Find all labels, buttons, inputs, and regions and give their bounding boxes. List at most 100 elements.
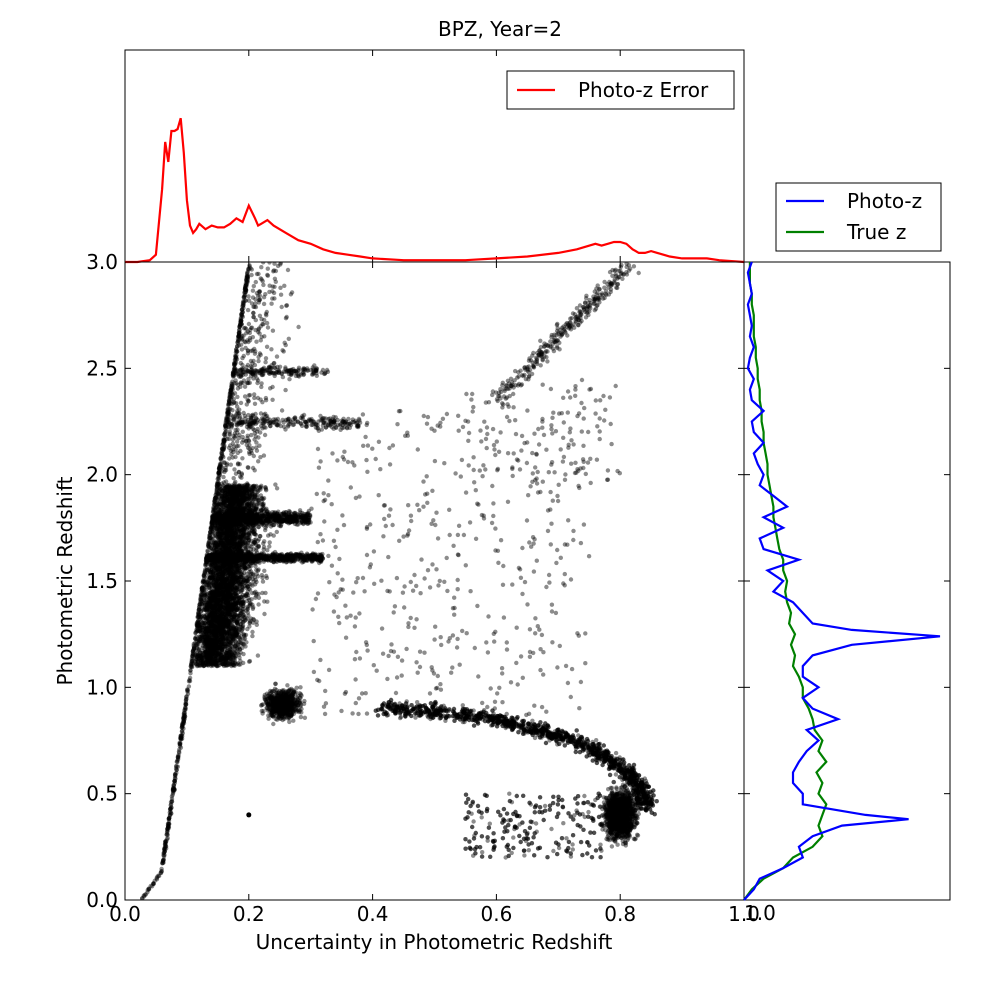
chart-title: BPZ, Year=2	[438, 17, 562, 41]
scatter-point	[168, 811, 174, 816]
scatter-point	[167, 821, 172, 826]
scatter-point	[168, 806, 173, 811]
scatter-point	[239, 505, 245, 511]
scatter-point	[212, 498, 217, 504]
scatter-point	[168, 803, 173, 808]
scatter-point	[233, 536, 238, 542]
scatter-point	[182, 715, 187, 720]
main-panel: 0.0 0.2 0.4 0.6 0.8 1.0 0.00.51.01.52.02.5 Un…	[53, 261, 760, 954]
scatter-point	[216, 470, 221, 475]
scatter-point	[180, 722, 185, 727]
scatter-point	[195, 622, 201, 627]
scatter-point	[166, 824, 171, 829]
scatter-point	[195, 615, 200, 620]
scatter-point	[240, 500, 245, 505]
scatter-point	[238, 319, 243, 324]
scatter-point	[231, 612, 237, 617]
scatter-point	[193, 630, 198, 635]
scatter-point	[236, 338, 241, 343]
scatter-point	[228, 587, 233, 593]
scatter-point	[245, 275, 250, 280]
scatter-point	[243, 547, 248, 553]
scatter-point	[195, 628, 200, 633]
scatter-point	[171, 782, 177, 788]
scatter-point	[253, 589, 258, 594]
scatter-point	[174, 767, 179, 773]
scatter-point	[197, 604, 202, 609]
scatter-point	[253, 484, 258, 489]
scatter-point	[229, 385, 235, 390]
scatter-point	[191, 648, 196, 653]
scatter-point	[238, 315, 244, 320]
scatter-point	[219, 454, 224, 459]
scatter-point	[197, 602, 202, 607]
scatter-point	[213, 502, 218, 508]
scatter-point	[229, 381, 234, 386]
scatter-point	[232, 361, 237, 367]
scatter-point	[197, 625, 202, 631]
scatter-point	[204, 587, 209, 593]
scatter-point	[164, 832, 170, 837]
scatter-point	[221, 498, 227, 504]
scatter-point	[213, 495, 219, 500]
scatter-point	[227, 600, 233, 606]
scatter-point	[246, 266, 251, 272]
scatter-point	[182, 711, 187, 716]
scatter-point	[205, 636, 210, 641]
scatter-point	[240, 641, 246, 646]
scatter-point	[245, 273, 250, 279]
scatter-points	[140, 262, 659, 900]
scatter-point	[190, 664, 195, 670]
scatter-point	[223, 429, 229, 434]
scatter-point	[166, 823, 171, 829]
scatter-point	[217, 469, 222, 474]
scatter-point	[175, 759, 180, 765]
scatter-point	[225, 417, 230, 422]
scatter-point	[181, 718, 186, 723]
scatter-point	[165, 828, 170, 833]
scatter-point	[189, 658, 195, 664]
scatter-point	[208, 596, 213, 602]
scatter-point	[236, 330, 242, 336]
scatter-point	[260, 502, 265, 507]
scatter-point	[234, 649, 239, 654]
scatter-point	[183, 706, 188, 711]
scatter-point	[204, 562, 209, 567]
scatter-point	[162, 845, 167, 850]
scatter-point	[161, 854, 167, 859]
scatter-point	[200, 588, 205, 593]
scatter-point	[178, 742, 183, 747]
scatter-point	[175, 754, 181, 759]
scatter-point	[228, 387, 233, 393]
scatter-point	[169, 811, 174, 816]
scatter-point	[160, 860, 165, 865]
scatter-point	[237, 627, 243, 632]
scatter-point	[225, 581, 231, 586]
scatter-point	[195, 614, 201, 619]
scatter-point	[167, 815, 172, 821]
scatter-point	[218, 463, 223, 468]
scatter-point	[230, 583, 235, 588]
scatter-point	[199, 589, 204, 594]
scatter-point	[199, 597, 204, 603]
scatter-point	[166, 816, 172, 821]
scatter-point	[167, 810, 172, 815]
scatter-point	[196, 614, 202, 619]
scatter-point	[167, 807, 173, 812]
scatter-point	[166, 824, 171, 830]
scatter-point	[228, 401, 233, 406]
scatter-point	[168, 799, 174, 805]
scatter-point	[188, 664, 193, 669]
scatter-point	[180, 720, 185, 726]
scatter-point	[238, 322, 243, 327]
scatter-point	[217, 466, 222, 471]
scatter-point	[189, 657, 195, 662]
scatter-point	[236, 330, 242, 336]
scatter-point	[206, 543, 211, 549]
scatter-point	[236, 333, 242, 338]
scatter-point	[230, 647, 235, 652]
scatter-point	[230, 637, 236, 642]
scatter-point	[218, 466, 223, 472]
scatter-point	[198, 599, 203, 605]
scatter-point	[222, 430, 228, 435]
